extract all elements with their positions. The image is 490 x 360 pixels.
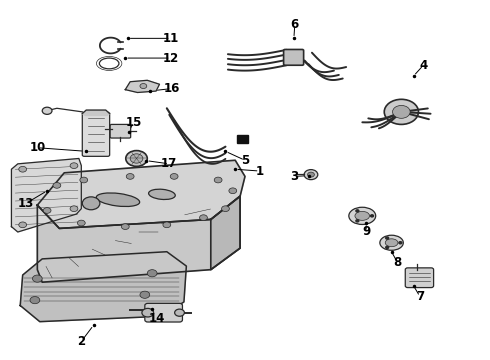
Circle shape	[356, 210, 359, 212]
Text: 17: 17	[161, 157, 177, 170]
Circle shape	[80, 177, 88, 183]
Circle shape	[43, 208, 51, 213]
Circle shape	[82, 197, 100, 210]
Circle shape	[308, 172, 315, 177]
Circle shape	[199, 215, 207, 221]
Circle shape	[70, 206, 78, 212]
Circle shape	[229, 188, 237, 194]
Circle shape	[140, 84, 147, 89]
Polygon shape	[11, 158, 81, 232]
Circle shape	[221, 206, 229, 212]
Circle shape	[70, 163, 78, 168]
Circle shape	[42, 107, 52, 114]
Text: 7: 7	[416, 290, 424, 303]
Polygon shape	[37, 160, 245, 228]
FancyBboxPatch shape	[284, 49, 304, 65]
Ellipse shape	[96, 193, 140, 207]
Ellipse shape	[385, 239, 398, 247]
Circle shape	[174, 309, 184, 316]
Text: 15: 15	[125, 116, 142, 129]
Circle shape	[356, 220, 359, 222]
Text: 11: 11	[163, 32, 179, 45]
Circle shape	[30, 297, 40, 304]
Text: 16: 16	[164, 82, 180, 95]
Circle shape	[370, 215, 373, 217]
Polygon shape	[125, 80, 159, 93]
FancyBboxPatch shape	[405, 268, 434, 288]
Circle shape	[399, 242, 402, 244]
Text: 14: 14	[149, 311, 165, 325]
Polygon shape	[82, 110, 110, 116]
Circle shape	[386, 237, 389, 239]
Circle shape	[122, 224, 129, 229]
Circle shape	[77, 220, 85, 226]
Circle shape	[214, 177, 222, 183]
Ellipse shape	[148, 189, 175, 199]
Circle shape	[384, 99, 418, 125]
Text: 5: 5	[241, 154, 249, 167]
Circle shape	[19, 222, 26, 228]
Circle shape	[147, 270, 157, 277]
Circle shape	[19, 166, 26, 172]
Circle shape	[126, 174, 134, 179]
FancyBboxPatch shape	[110, 125, 131, 138]
Text: 1: 1	[256, 165, 264, 177]
Text: 6: 6	[291, 18, 299, 31]
Circle shape	[126, 150, 147, 166]
Text: 4: 4	[419, 59, 427, 72]
Circle shape	[304, 170, 318, 180]
Circle shape	[140, 291, 150, 298]
Bar	[237, 135, 248, 143]
Circle shape	[130, 154, 143, 163]
Circle shape	[53, 183, 61, 188]
Text: 10: 10	[29, 141, 46, 154]
Circle shape	[386, 246, 389, 248]
Text: 12: 12	[163, 51, 179, 64]
Circle shape	[32, 275, 42, 282]
Ellipse shape	[349, 207, 376, 225]
Circle shape	[142, 309, 154, 317]
Text: 8: 8	[393, 256, 402, 269]
Circle shape	[170, 174, 178, 179]
FancyBboxPatch shape	[145, 303, 182, 322]
Text: 3: 3	[290, 170, 298, 183]
Ellipse shape	[380, 235, 403, 250]
Text: 2: 2	[77, 335, 85, 348]
Circle shape	[392, 105, 410, 118]
Text: 9: 9	[362, 225, 370, 238]
Polygon shape	[20, 252, 186, 321]
Ellipse shape	[355, 211, 369, 220]
FancyBboxPatch shape	[82, 112, 110, 156]
Text: 13: 13	[18, 197, 34, 210]
Polygon shape	[37, 196, 240, 282]
Polygon shape	[211, 196, 240, 270]
Circle shape	[163, 222, 171, 228]
